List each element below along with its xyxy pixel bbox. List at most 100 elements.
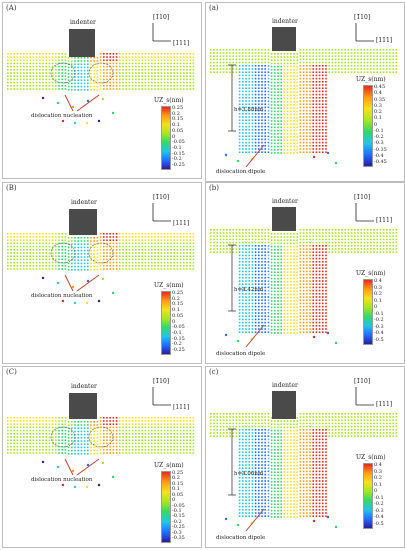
colorbar-title: UZ_s(nm): [356, 454, 386, 461]
atom-grid: [210, 413, 398, 529]
h-label: h=4.06nm: [234, 471, 264, 477]
colorbar-tick: 0.4: [374, 278, 382, 284]
colorbar-tick: -0.1: [172, 329, 182, 336]
colorbar-tick: 0.15: [172, 116, 184, 123]
annotation-text: dislocation dipole: [216, 535, 266, 541]
colorbar-tick: -0.1: [374, 127, 384, 134]
colorbar-tick: 0.05: [172, 491, 184, 498]
colorbar-tick: 0: [172, 133, 176, 140]
colorbar-title: UZ_s(nm): [356, 76, 386, 83]
colorbar-tick: -0.2: [374, 317, 384, 324]
colorbar-tick: 0.2: [374, 291, 382, 298]
colorbar-title: UZ_s(nm): [154, 462, 184, 469]
colorbar-tick: 0.2: [172, 475, 180, 482]
colorbar: [363, 279, 373, 345]
annotation-text: dislocation nucleation: [31, 113, 93, 119]
annotation-text: dislocation nucleation: [31, 477, 93, 483]
atomistic-field: [7, 23, 195, 125]
axes-arrows-icon: [152, 387, 171, 406]
annotation-arrows: [64, 94, 100, 112]
indenter-block: [272, 207, 296, 231]
nucleation-loops: [50, 426, 114, 448]
panel-C: (C) indenter [1̄10] [111] dislocation nu…: [2, 366, 202, 548]
panel-label: (a): [209, 4, 219, 12]
annotation-arrows: [64, 274, 100, 292]
colorbar-tick: -0.1: [172, 144, 182, 151]
colorbar-tick: -0.3: [172, 529, 182, 536]
colorbar-tick: -0.5: [374, 521, 384, 527]
colorbar-tick: -0.2: [172, 518, 182, 525]
colorbar-tick: 0.1: [172, 486, 180, 493]
colorbar-tick: -0.05: [172, 139, 185, 146]
colorbar-tick: 0: [172, 497, 176, 504]
colorbar-ticks: 0.4 0.3 0.2 0.1 0 -0.1 -0.2 -0.3 -0.4 -0.5: [374, 463, 400, 527]
colorbar-tick: -0.2: [172, 341, 182, 348]
atomistic-field: [210, 23, 398, 168]
axes-arrows-icon: [355, 203, 374, 222]
colorbar-tick: -0.35: [172, 535, 185, 541]
axis-up-label: [1̄10]: [354, 194, 371, 201]
panel-label: (B): [6, 184, 17, 192]
colorbar-tick: 0.15: [172, 480, 184, 487]
colorbar-tick: -0.4: [374, 152, 384, 159]
colorbar-tick: 0: [172, 318, 176, 325]
h-label: h=4.42nm: [234, 287, 264, 293]
colorbar-tick: 0.05: [172, 127, 184, 134]
colorbar-tick: -0.25: [172, 162, 185, 168]
colorbar-tick: 0.4: [374, 462, 382, 468]
indenter-label: indenter: [71, 383, 97, 390]
colorbar-tick: -0.45: [374, 159, 387, 165]
indenter-label: indenter: [272, 198, 298, 205]
axes-arrows-icon: [152, 23, 171, 42]
colorbar: [161, 106, 171, 170]
panel-label: (c): [209, 368, 219, 376]
atom-grid: [7, 53, 195, 125]
annotation-arrows: [245, 508, 265, 532]
depth-marker: [228, 64, 236, 132]
colorbar-tick: 0.05: [172, 312, 184, 319]
colorbar-title: UZ_s(nm): [154, 97, 184, 104]
colorbar-tick: 0: [374, 488, 378, 495]
indenter-label: indenter: [272, 18, 298, 25]
colorbar-tick: -0.4: [374, 330, 384, 337]
colorbar-tick: 0.3: [374, 284, 382, 291]
panel-label: (b): [209, 184, 219, 192]
colorbar-title: UZ_s(nm): [154, 282, 184, 289]
atomistic-field: [7, 387, 195, 489]
colorbar-tick: -0.3: [374, 323, 384, 330]
indenter-block: [272, 27, 296, 51]
axis-right-label: [111]: [173, 220, 190, 227]
colorbar-tick: 0.2: [374, 475, 382, 482]
indenter-block: [69, 209, 97, 235]
colorbar-tick: -0.1: [374, 310, 384, 317]
indenter-block: [69, 29, 95, 57]
colorbar-tick: -0.2: [172, 156, 182, 163]
atom-grid: [7, 233, 195, 305]
nucleation-loops: [50, 62, 114, 84]
h-label: h=3.88nm: [234, 107, 264, 113]
colorbar: [363, 463, 373, 529]
colorbar: [363, 85, 373, 167]
colorbar-ticks: 0.45 0.4 0.35 0.3 0.2 0.1 0 -0.1 -0.2 -0.3 -0.35 -0…: [374, 85, 400, 165]
indenter-label: indenter: [272, 382, 298, 389]
colorbar-tick: 0.25: [172, 470, 184, 476]
colorbar-tick: -0.1: [172, 507, 182, 514]
colorbar-tick: -0.15: [172, 513, 185, 520]
colorbar-tick: 0.4: [374, 90, 382, 97]
axis-up-label: [1̄10]: [153, 378, 170, 385]
indenter-block: [69, 393, 97, 419]
colorbar-tick: 0.3: [374, 102, 382, 109]
colorbar-tick: 0.2: [172, 295, 180, 302]
colorbar-ticks: 0.25 0.2 0.15 0.1 0.05 0 -0.05 -0.1 -0.15 -0.2 -0.…: [172, 106, 198, 168]
axis-right-label: [111]: [376, 37, 393, 44]
axes-arrows-icon: [355, 23, 374, 42]
axes-arrows-icon: [355, 387, 374, 406]
colorbar-tick: -0.2: [374, 134, 384, 140]
colorbar-tick: -0.25: [172, 524, 185, 531]
annotation-text: dislocation dipole: [216, 169, 266, 175]
colorbar-tick: -0.05: [172, 502, 185, 509]
colorbar-tick: 0: [374, 121, 378, 128]
panel-c: (c) indenter [1̄10] [111] h=4.06nm dislo…: [205, 366, 405, 548]
axis-up-label: [1̄10]: [354, 378, 371, 385]
colorbar-tick: -0.05: [172, 324, 185, 331]
